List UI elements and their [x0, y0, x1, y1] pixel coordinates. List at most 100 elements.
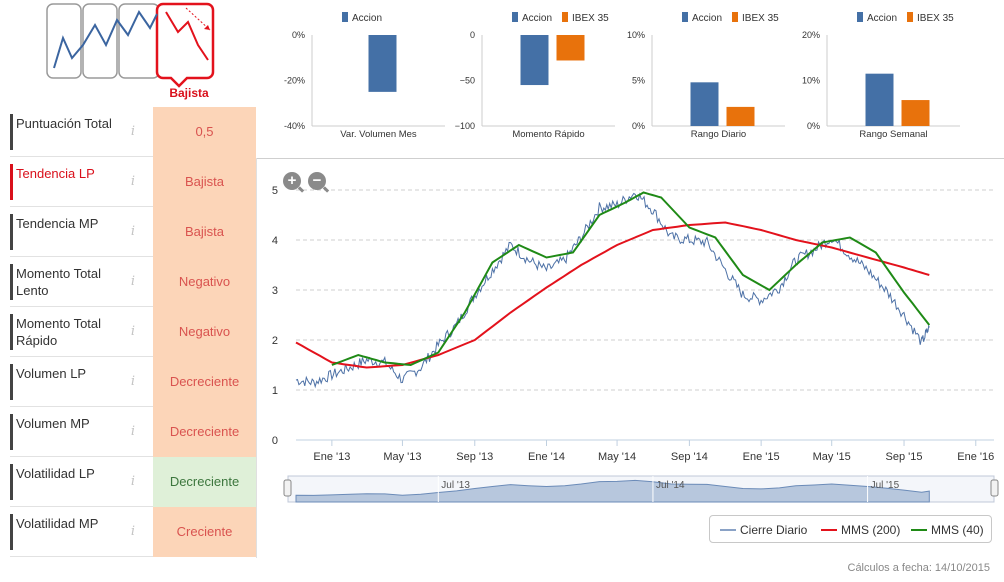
info-icon[interactable]: i: [130, 124, 136, 139]
y-tick-label: 0: [470, 30, 475, 40]
x-tick-label: Ene '13: [313, 451, 350, 463]
legend-entry: Accion: [867, 13, 897, 24]
indicator-row: Volatilidad LP i Decreciente: [10, 457, 256, 507]
y-tick-label: 5%: [632, 76, 645, 86]
info-icon[interactable]: i: [130, 474, 136, 489]
info-icon[interactable]: i: [130, 174, 136, 189]
legend-item-mms200[interactable]: MMS (200): [841, 523, 901, 537]
x-tick-label: Sep '14: [671, 451, 708, 463]
y-tick-label: −100: [455, 121, 475, 131]
indicator-label: Tendencia MP: [16, 216, 99, 231]
navigator-area: [295, 479, 930, 503]
indicator-label: Puntuación Total: [16, 116, 112, 131]
chart-legend: Cierre Diario MMS (200) MMS (40): [709, 515, 992, 543]
y-tick-label: 4: [272, 235, 278, 247]
legend-swatch: [907, 12, 913, 22]
zoom-in-icon[interactable]: +: [283, 172, 301, 190]
indicator-value: Decreciente: [153, 357, 256, 407]
legend-swatch: [342, 12, 348, 22]
indicator-row: Tendencia LP i Bajista: [10, 157, 256, 207]
indicator-label: Tendencia LP: [16, 166, 95, 181]
legend-entry: Accion: [522, 13, 552, 24]
mms200-line[interactable]: [295, 221, 930, 369]
trend-label: Bajista: [169, 86, 209, 100]
indicator-marker: [10, 514, 13, 550]
legend-entry: Accion: [692, 13, 722, 24]
x-tick-label: May '15: [813, 451, 851, 463]
bar-ibex[interactable]: [901, 100, 930, 126]
indicator-label: Volumen MP: [16, 416, 90, 431]
x-tick-label: Ene '16: [957, 451, 994, 463]
mini-chart-momento: Accion IBEX 35 0 −50 −100 Momento Rápido: [455, 12, 615, 140]
y-tick-label: 0%: [292, 30, 305, 40]
y-tick-label: 5: [272, 185, 278, 197]
indicator-marker: [10, 214, 13, 250]
indicator-value: Negativo: [153, 307, 256, 357]
zoom-out-icon[interactable]: −: [308, 172, 326, 190]
y-tick-label: -20%: [284, 76, 305, 86]
bar-ibex[interactable]: [556, 35, 585, 61]
bar-accion[interactable]: [865, 73, 894, 126]
legend-entry: IBEX 35: [917, 13, 954, 24]
info-icon[interactable]: i: [130, 224, 136, 239]
info-icon[interactable]: i: [130, 424, 136, 439]
indicator-value: Bajista: [153, 207, 256, 257]
mms40-line[interactable]: [331, 191, 931, 367]
indicator-value: Creciente: [153, 507, 256, 557]
indicator-row: Tendencia MP i Bajista: [10, 207, 256, 257]
navigator-handle-left[interactable]: [283, 479, 292, 497]
navigator-label: Jul '13: [441, 480, 470, 491]
cierre-line[interactable]: [295, 192, 930, 389]
indicator-row: Volumen MP i Decreciente: [10, 407, 256, 457]
panel-divider: [256, 158, 257, 558]
x-tick-label: May '13: [383, 451, 421, 463]
indicator-value: Bajista: [153, 157, 256, 207]
navigator-handle-right[interactable]: [990, 479, 999, 497]
legend-swatch: [732, 12, 738, 22]
calc-date: Cálculos a fecha: 14/10/2015: [847, 562, 991, 574]
indicator-marker: [10, 314, 13, 350]
bar-accion[interactable]: [368, 35, 397, 92]
indicator-marker: [10, 364, 13, 400]
y-tick-label: −50: [460, 76, 475, 86]
y-tick-label: 0%: [632, 121, 645, 131]
x-tick-label: Sep '15: [886, 451, 923, 463]
indicator-value: Decreciente: [153, 407, 256, 457]
x-tick-label: Ene '14: [528, 451, 565, 463]
legend-swatch: [682, 12, 688, 22]
legend-entry: IBEX 35: [742, 13, 779, 24]
x-tick-label: May '14: [598, 451, 636, 463]
legend-entry: IBEX 35: [572, 13, 609, 24]
legend-swatch: [512, 12, 518, 22]
bar-accion[interactable]: [520, 35, 549, 86]
y-tick-label: 1: [272, 385, 278, 397]
info-icon[interactable]: i: [130, 274, 136, 289]
indicator-row: Volatilidad MP i Creciente: [10, 507, 256, 557]
navigator-label: Jul '15: [871, 480, 900, 491]
legend-item-cierre[interactable]: Cierre Diario: [740, 523, 808, 537]
indicator-marker: [10, 164, 13, 200]
x-tick-label: Sep '13: [456, 451, 493, 463]
indicator-label: Volumen LP: [16, 366, 87, 381]
indicator-table: Puntuación Total i 0,5 Tendencia LP i Bajista…: [10, 107, 256, 557]
mini-chart-title: Momento Rápido: [512, 129, 584, 140]
indicator-marker: [10, 464, 13, 500]
y-tick-label: 0%: [807, 121, 820, 131]
bar-ibex[interactable]: [726, 106, 755, 126]
info-icon[interactable]: i: [130, 324, 136, 339]
legend-item-mms40[interactable]: MMS (40): [931, 523, 984, 537]
info-icon[interactable]: i: [130, 374, 136, 389]
mini-chart-title: Var. Volumen Mes: [340, 129, 417, 140]
legend-swatch-mms40: [911, 529, 927, 531]
indicator-row: Puntuación Total i 0,5: [10, 107, 256, 157]
info-icon[interactable]: i: [130, 524, 136, 539]
price-chart[interactable]: 0 1 2 3 4 5 Ene '13 May '13 Sep '13 Ene '14 May '1…: [256, 160, 1004, 510]
y-tick-label: 2: [272, 335, 278, 347]
legend-swatch: [857, 12, 863, 22]
section-divider: [256, 158, 1004, 159]
mini-chart-title: Rango Diario: [691, 129, 746, 140]
y-tick-label: 10%: [802, 76, 820, 86]
trend-logo: [46, 2, 215, 88]
bar-accion[interactable]: [690, 82, 719, 126]
navigator-label: Jul '14: [656, 480, 685, 491]
